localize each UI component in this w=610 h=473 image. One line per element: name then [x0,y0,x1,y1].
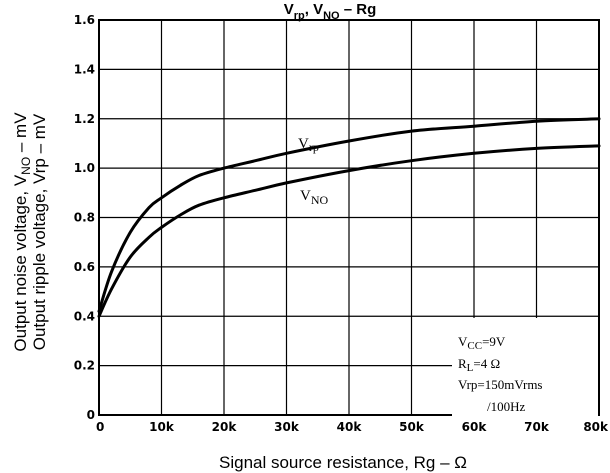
series-line-vrp [97,117,601,313]
condition-vrp: Vrp=150mVrms [458,377,543,392]
y-axis-title-line2: Output ripple voltage, Vrp – mV [30,113,49,350]
x-tick-label: 50k [399,420,425,434]
conditions-box [452,318,598,422]
condition-rl: RL=4 Ω [458,356,500,374]
y-tick-label: 0.2 [74,359,95,373]
y-tick-label: 0.8 [74,211,95,225]
curves [97,117,601,318]
vno-label-sub: NO [311,193,329,207]
x-tick-label: 10k [149,420,175,434]
x-tick-label: 80k [583,420,609,434]
y-axis-title-line1: Output noise voltage, VNO – mV [11,112,33,352]
y-tick-label: 0.4 [74,309,95,323]
y-tick-label: 1.2 [74,112,95,126]
y-tick-label: 1.0 [74,161,95,175]
y-tick-label: 0 [87,408,95,422]
x-axis-title: Signal source resistance, Rg – Ω [219,453,467,472]
title-sub1: rp [294,10,305,22]
plot-frame [98,19,600,416]
x-tick-label: 40k [337,420,363,434]
x-tick-label: 0 [96,420,104,434]
x-tick-label: 30k [274,420,300,434]
conditions-note: VCC=9V RL=4 Ω Vrp=150mVrms /100Hz [458,334,543,414]
condition-vcc: VCC=9V [458,334,506,352]
title-part3: – Rg [340,1,377,18]
curve-label-vno: VNO [300,188,329,207]
title-part1: V [284,1,294,18]
y-tick-labels: 0 0.2 0.4 0.6 0.8 1.0 1.2 1.4 1.6 [74,13,95,422]
y-tick-label: 0.6 [74,260,95,274]
vno-label-main: V [300,188,311,204]
vrp-label-main: V [298,136,309,152]
x-tick-label: 70k [524,420,550,434]
y-tick-label: 1.6 [74,13,95,27]
y-tick-label: 1.4 [74,62,95,76]
x-tick-label: 60k [462,420,488,434]
title-part2: , V [305,1,323,18]
condition-freq: /100Hz [487,399,526,414]
x-tick-label: 20k [212,420,238,434]
vrp-label-sub: rp [309,140,319,154]
series-line-vno [97,144,601,318]
x-tick-labels: 0 10k 20k 30k 40k 50k 60k 70k 80k [96,420,609,434]
chart-title: Vrp, VNO – Rg [284,1,377,22]
curve-label-vrp: Vrp [298,136,319,154]
